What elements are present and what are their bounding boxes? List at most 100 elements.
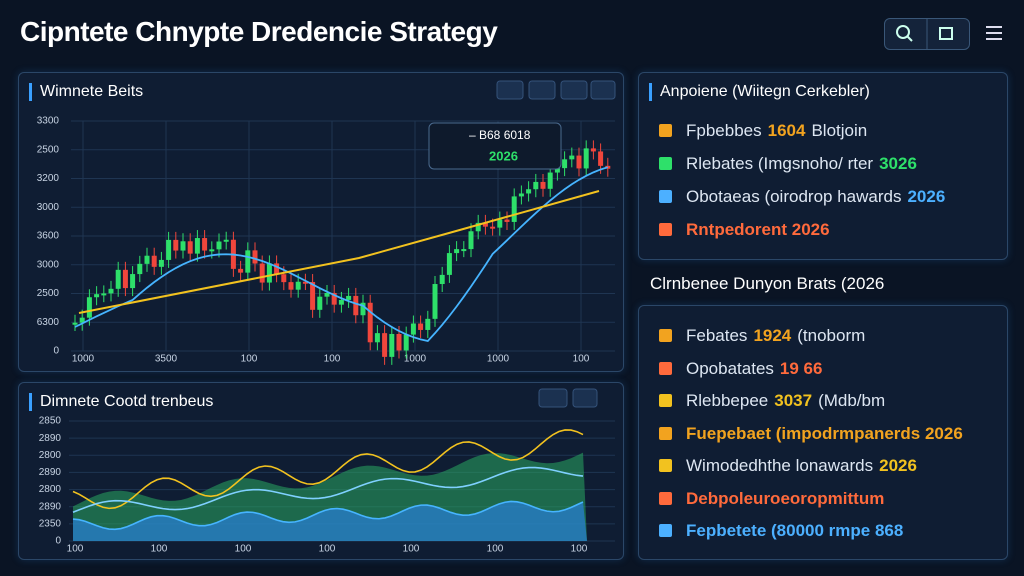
candle-body (562, 159, 568, 169)
page-title: Cipntete Chnypte Dredencie Strategy (20, 16, 498, 47)
x-tick-label: 1000 (72, 354, 95, 365)
candle-body (497, 219, 503, 228)
overview-panel: Anpoiene (Wiitegn Cerkebler) Fpbebbes 160… (638, 72, 1008, 260)
candle-body (389, 333, 395, 357)
price-chart: 3300 2500 3200 3000 3600 3000 2500 6300 0 1000 350… (37, 80, 616, 365)
candle-body (108, 288, 114, 294)
candle-body (288, 282, 294, 290)
menu-icon[interactable] (984, 24, 1004, 42)
trend-line (72, 500, 584, 531)
y-tick-label: 2890 (39, 467, 62, 478)
trend-line (74, 166, 609, 342)
list-item: Rlebates (Imgsnoho/ rter 3026 (659, 154, 923, 174)
x-tick-label: 1000 (404, 354, 427, 365)
list-item: Wimodedhthe lonawards 2026 (659, 456, 923, 476)
y-tick-label: 3200 (37, 173, 60, 184)
candle-body (569, 155, 575, 160)
search-icon[interactable] (896, 25, 910, 39)
candle-body (468, 231, 474, 250)
trend-line (72, 466, 584, 514)
y-tick-label: 2890 (39, 433, 62, 444)
list-item: Rntpedorent 2026 (659, 220, 836, 240)
y-tick-label: 3000 (37, 259, 60, 270)
candle-body (461, 249, 467, 252)
candle-body (130, 274, 136, 289)
trend-line (78, 190, 600, 314)
candle-body (259, 263, 265, 283)
panel-title: Wimnete Beits (29, 83, 143, 101)
candle-body (72, 322, 78, 325)
y-tick-label: 6300 (37, 317, 60, 328)
x-tick-label: 100 (571, 544, 588, 555)
candle-body (331, 292, 337, 305)
item-suffix: (tnoborm (797, 326, 866, 345)
x-tick-label: 100 (324, 354, 341, 365)
item-icon (659, 124, 672, 137)
list-item: Fepbetete (80000 rmpe 868 (659, 521, 909, 541)
details-panel: Febates 1924 (tnoborm Opobatates 19 66 Rlebbe… (638, 305, 1008, 560)
candle-body (115, 269, 121, 289)
panel-title: Dimnete Cootd trenbeus (29, 393, 213, 411)
candle-body (122, 269, 128, 289)
x-tick-label: 100 (403, 544, 420, 555)
candle-body (425, 318, 431, 330)
candle-body (324, 292, 330, 297)
item-highlight: Rntpedorent 2026 (686, 220, 830, 239)
candle-body (86, 297, 92, 318)
tooltip-box (428, 122, 562, 170)
candle-body (158, 259, 164, 267)
toolbar (884, 18, 970, 50)
candle-body (245, 250, 251, 273)
item-label: Wimodedhthe lonawards (686, 456, 874, 475)
item-icon (659, 329, 672, 342)
candle-body (418, 323, 424, 330)
item-icon (659, 223, 672, 236)
candle-body (547, 172, 553, 189)
candle-body (310, 282, 316, 310)
item-label: Fpbebbes (686, 121, 762, 140)
item-label: Febates (686, 326, 748, 345)
candle-body (526, 189, 532, 194)
candle-body (360, 302, 366, 316)
candle-body (137, 263, 143, 275)
candle-body (346, 295, 352, 300)
item-suffix: Blotjoin (811, 121, 868, 140)
y-tick-label: 3600 (37, 231, 60, 242)
list-item: Obotaeas (oirodrop hawards 2026 (659, 187, 951, 207)
item-icon (659, 190, 672, 203)
candle-body (274, 263, 280, 275)
item-highlight: 3026 (879, 154, 917, 173)
item-suffix: (Mdb/bm (818, 391, 886, 410)
candle-body (209, 249, 215, 252)
list-item: Fuepebaet (impodrmpanerds 2026 (659, 424, 969, 444)
x-tick-label: 100 (319, 544, 336, 555)
list-item: Fpbebbes 1604 Blotjoin (659, 121, 873, 141)
candle-body (583, 148, 589, 169)
item-highlight: Fepbetete (80000 rmpe 868 (686, 521, 904, 540)
candle-body (202, 238, 208, 251)
candle-body (410, 323, 416, 335)
candle-body (252, 250, 258, 264)
x-tick-label: 100 (67, 544, 84, 555)
trend-panel: Dimnete Cootd trenbeus 2850 2890 2800 2890 2… (18, 382, 624, 560)
item-highlight: 3037 (774, 391, 813, 410)
export-icon[interactable] (939, 27, 953, 40)
candle-body (353, 295, 359, 316)
candle-body (554, 168, 560, 173)
toolbar-icons (896, 19, 953, 49)
y-tick-label: 2500 (37, 288, 60, 299)
section-heading: Clrnbenee Dunyon Brats (2026 (650, 274, 885, 293)
y-tick-label: 0 (55, 536, 61, 547)
y-tick-label: 0 (53, 346, 59, 357)
candle-body (338, 299, 344, 305)
candle-body (101, 293, 107, 296)
candle-body (187, 241, 193, 254)
item-highlight: Debpoleuroeoropmittum (686, 488, 885, 508)
item-icon (659, 524, 672, 537)
y-tick-label: 2500 (37, 144, 60, 155)
candle-body (490, 226, 496, 229)
candle-body (382, 333, 388, 357)
candle-body (374, 333, 380, 343)
tooltip-text: – B68 6018 (469, 128, 531, 142)
